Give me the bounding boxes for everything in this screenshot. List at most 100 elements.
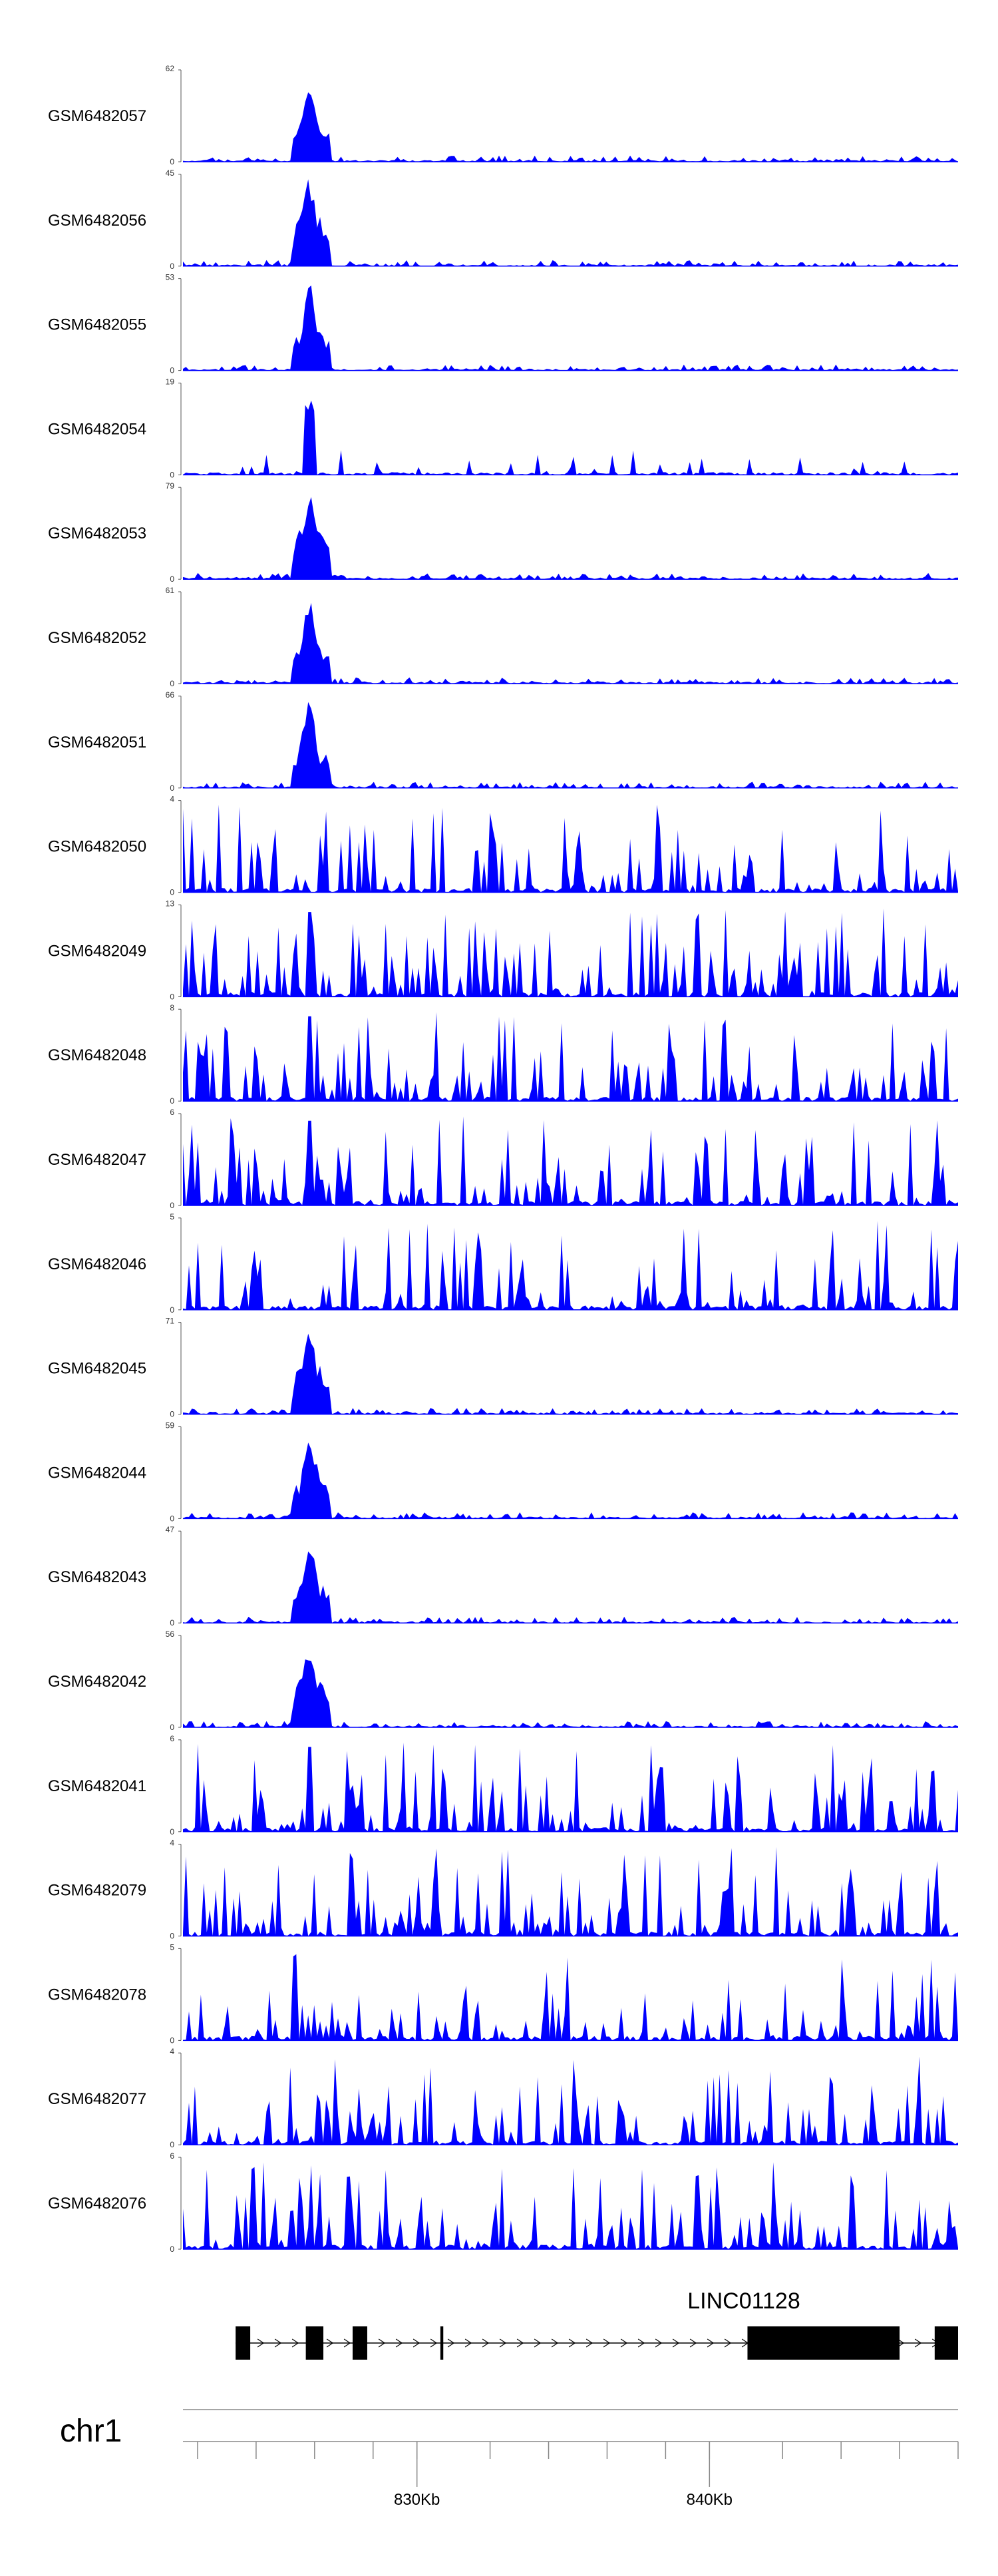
track-label: GSM6482076	[48, 2195, 146, 2213]
signal-area	[183, 497, 958, 580]
track-GSM6482054: GSM6482054 19 0	[48, 377, 958, 479]
ymin-label: 0	[170, 2140, 174, 2149]
ymax-label: 45	[166, 168, 175, 178]
track-label: GSM6482049	[48, 942, 146, 960]
track-GSM6482056: GSM6482056 45 0	[48, 168, 958, 271]
exon	[305, 2326, 324, 2360]
track-GSM6482050: GSM6482050 4 0	[48, 795, 958, 897]
ymax-label: 6	[170, 1108, 174, 1117]
track-GSM6482055: GSM6482055 53 0	[48, 273, 958, 375]
track-label: GSM6482050	[48, 838, 146, 856]
ymax-label: 53	[166, 273, 175, 282]
signal-area	[183, 2056, 958, 2145]
track-GSM6482044: GSM6482044 59 0	[48, 1420, 958, 1523]
signal-area	[183, 602, 958, 684]
strand-arrow	[707, 2338, 715, 2348]
track-label: GSM6482044	[48, 1464, 146, 1482]
signal-area	[183, 92, 958, 162]
ymin-label: 0	[170, 1932, 174, 1941]
strand-arrow	[534, 2338, 542, 2348]
strand-arrow	[413, 2338, 420, 2348]
track-label: GSM6482056	[48, 212, 146, 230]
ymax-label: 4	[170, 2047, 174, 2056]
exon	[352, 2326, 367, 2360]
ymax-label: 6	[170, 1734, 174, 1743]
strand-arrow	[897, 2338, 905, 2348]
signal-area	[183, 1846, 958, 1936]
track-GSM6482046: GSM6482046 5 0	[48, 1212, 958, 1315]
ymin-label: 0	[170, 888, 174, 897]
strand-arrow	[326, 2338, 334, 2348]
signal-area	[183, 1442, 958, 1519]
signal-area	[183, 702, 958, 788]
strand-arrow	[672, 2338, 680, 2348]
track-label: GSM6482054	[48, 420, 146, 438]
strand-arrow	[430, 2338, 438, 2348]
ymin-label: 0	[170, 1827, 174, 1836]
ymin-label: 0	[170, 783, 174, 793]
ymax-label: 59	[166, 1420, 175, 1430]
strand-arrow	[378, 2338, 386, 2348]
strand-arrow	[274, 2338, 282, 2348]
ymax-label: 62	[166, 64, 175, 73]
track-GSM6482043: GSM6482043 47 0	[48, 1525, 958, 1627]
track-label: GSM6482046	[48, 1255, 146, 1273]
track-label: GSM6482047	[48, 1151, 146, 1169]
signal-area	[183, 1954, 958, 2041]
exon	[934, 2326, 958, 2360]
strand-arrow	[257, 2338, 265, 2348]
ymax-label: 56	[166, 1629, 175, 1639]
track-GSM6482053: GSM6482053 79 0	[48, 481, 958, 584]
signal-area	[183, 909, 958, 997]
track-GSM6482048: GSM6482048 8 0	[48, 1003, 958, 1106]
ymin-label: 0	[170, 366, 174, 375]
track-label: GSM6482042	[48, 1673, 146, 1691]
ymax-label: 79	[166, 481, 175, 491]
track-GSM6482057: GSM6482057 62 0	[48, 64, 958, 166]
track-GSM6482047: GSM6482047 6 0	[48, 1108, 958, 1210]
strand-arrow	[482, 2338, 490, 2348]
axis-tick-label: 840Kb	[687, 2491, 733, 2509]
axis-tick-label: 830Kb	[394, 2491, 440, 2509]
signal-tracks: GSM6482057620GSM6482056450GSM6482055530G…	[48, 64, 958, 2254]
strand-arrow	[516, 2338, 524, 2348]
strand-arrow	[464, 2338, 472, 2348]
strand-arrow	[655, 2338, 663, 2348]
track-label: GSM6482048	[48, 1046, 146, 1064]
track-GSM6482079: GSM6482079 4 0	[48, 1838, 958, 1941]
track-GSM6482052: GSM6482052 61 0	[48, 586, 958, 688]
track-GSM6482078: GSM6482078 5 0	[48, 1942, 958, 2045]
ymin-label: 0	[170, 1096, 174, 1106]
track-label: GSM6482055	[48, 316, 146, 334]
track-GSM6482041: GSM6482041 6 0	[48, 1734, 958, 1836]
strand-arrow	[585, 2338, 593, 2348]
strand-arrow	[395, 2338, 403, 2348]
track-GSM6482077: GSM6482077 4 0	[48, 2047, 958, 2149]
strand-arrow	[499, 2338, 507, 2348]
signal-area	[183, 1551, 958, 1623]
gene-track: LINC01128	[236, 2288, 958, 2360]
signal-area	[183, 804, 958, 893]
strand-arrow	[568, 2338, 576, 2348]
exon	[440, 2326, 444, 2360]
exon	[236, 2326, 251, 2360]
ymin-label: 0	[170, 574, 174, 584]
signal-area	[183, 179, 958, 266]
track-label: GSM6482041	[48, 1777, 146, 1795]
strand-arrow	[689, 2338, 697, 2348]
track-label: GSM6482053	[48, 525, 146, 542]
strand-arrow	[914, 2338, 922, 2348]
strand-arrow	[637, 2338, 645, 2348]
ymin-label: 0	[170, 1410, 174, 1419]
ymin-label: 0	[170, 1723, 174, 1732]
signal-area	[183, 1743, 958, 1832]
track-label: GSM6482078	[48, 1986, 146, 2004]
track-GSM6482042: GSM6482042 56 0	[48, 1629, 958, 1732]
track-label: GSM6482043	[48, 1568, 146, 1586]
track-GSM6482045: GSM6482045 71 0	[48, 1317, 958, 1419]
ymax-label: 71	[166, 1317, 175, 1326]
ymin-label: 0	[170, 679, 174, 688]
ymax-label: 8	[170, 1003, 174, 1012]
track-label: GSM6482077	[48, 2090, 146, 2108]
